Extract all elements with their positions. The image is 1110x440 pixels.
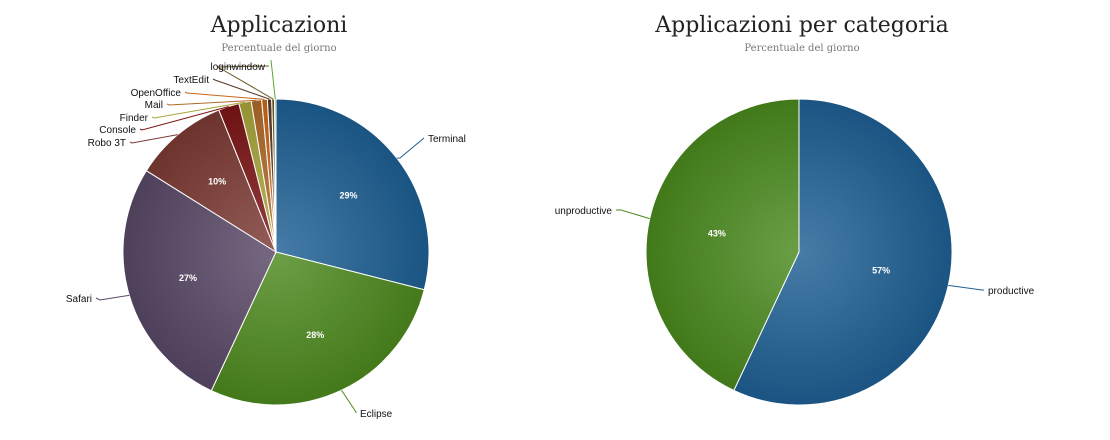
pie-leader-line — [151, 101, 246, 119]
chart-title: Applicazioni per categoria — [654, 13, 949, 38]
pie-leader-line — [216, 65, 274, 100]
pie-leader-line — [396, 137, 425, 159]
pie-leader-line — [212, 78, 270, 100]
pie-percent-label: 28% — [306, 330, 324, 340]
pie-slice-label: Eclipse — [360, 409, 393, 420]
pie-slice-label: unproductive — [555, 206, 613, 217]
pie-leader-line — [139, 105, 229, 131]
pie-leader-line — [341, 389, 357, 413]
pie-slice-label: OpenOffice — [131, 88, 182, 99]
pie-slice-label: productive — [988, 286, 1035, 297]
applicazioni-pie-chart: Applicazioni Percentuale del giorno 29% T… — [66, 13, 466, 420]
pie-leader-line — [184, 91, 265, 100]
pie-percent-label: 57% — [872, 265, 890, 275]
pie-slice-label: Robo 3T — [88, 138, 126, 149]
pie-slice-labels: 29% Terminal 28% Eclipse 27% Safari 10% Robo 3T… — [66, 62, 466, 420]
chart-title: Applicazioni — [210, 13, 348, 38]
pie-leader-line — [948, 284, 984, 291]
pie-slice-label: Terminal — [428, 134, 466, 145]
pie-leader-line — [166, 99, 257, 106]
chart-subtitle: Percentuale del giorno — [221, 43, 336, 54]
pie-leader-line — [129, 134, 178, 144]
pie-leader-line — [270, 59, 276, 100]
pie-leader-lines — [616, 209, 984, 291]
pie-leader-line — [616, 209, 650, 220]
pie-slice-label: Mail — [145, 100, 163, 111]
categorie-pie-chart: Applicazioni per categoria Percentuale d… — [555, 13, 1035, 406]
pie-percent-label: 29% — [339, 191, 357, 201]
pie-slice-productive[interactable] — [733, 98, 953, 406]
pie-percent-label: 43% — [708, 229, 726, 239]
pie-slice-label: loginwindow — [211, 62, 266, 73]
chart-subtitle: Percentuale del giorno — [744, 43, 859, 54]
pie-slice-unproductive[interactable] — [645, 98, 800, 392]
pie-slice-label: Finder — [120, 113, 149, 124]
pie-percent-label: 27% — [179, 273, 197, 283]
pie-leader-lines — [95, 59, 425, 413]
pie-slices — [645, 98, 953, 406]
pie-leader-line — [95, 294, 130, 301]
pie-slice-label: Safari — [66, 294, 92, 305]
pie-slice-label: Console — [99, 125, 136, 136]
pie-slice-eclipse[interactable] — [210, 251, 425, 406]
pie-slice-label: TextEdit — [173, 75, 209, 86]
pie-slice-labels: 57% productive 43% unproductive — [555, 206, 1035, 297]
pie-percent-label: 10% — [208, 177, 226, 187]
pie-slices — [122, 98, 430, 406]
pie-slice-terminal[interactable] — [275, 98, 430, 291]
